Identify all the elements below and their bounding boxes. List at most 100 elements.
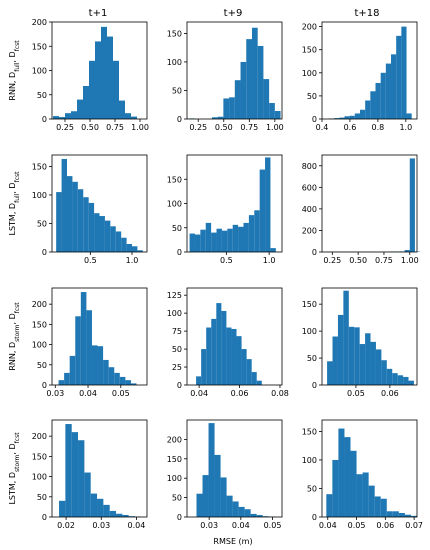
histogram-bar bbox=[77, 99, 83, 119]
histogram-bar bbox=[256, 380, 262, 385]
panel-r3-c1: 0.03 0.04 0.05 0 50 100 150 200 bbox=[167, 419, 283, 530]
histogram-bar bbox=[53, 116, 59, 119]
histogram-bar bbox=[71, 111, 77, 119]
histogram-bar bbox=[269, 103, 275, 119]
histogram-bar bbox=[334, 118, 340, 119]
histogram-bar bbox=[97, 498, 104, 517]
histogram-bar bbox=[119, 376, 126, 385]
histogram-bar bbox=[229, 97, 235, 119]
panel-r0-c2: 0.4 0.6 0.8 1.0 0 50 100 150 200 bbox=[302, 21, 418, 132]
histogram-bar bbox=[265, 157, 271, 252]
panel-r3-c2: 0.04 0.05 0.06 0.07 0 50 100 150 bbox=[302, 419, 423, 530]
histogram-bar bbox=[226, 495, 233, 517]
y-tick-label: 100 bbox=[302, 69, 317, 78]
x-tick-label: 0.50 bbox=[215, 123, 233, 132]
histogram-bar bbox=[78, 440, 85, 517]
x-tick-label: 0.4 bbox=[316, 123, 329, 132]
histogram-bar bbox=[404, 514, 411, 517]
histogram-bar bbox=[392, 373, 398, 385]
y-tick-label: 50 bbox=[307, 354, 317, 363]
x-tick-label: 0.04 bbox=[232, 521, 250, 530]
y-tick-label: 25 bbox=[172, 363, 182, 372]
x-tick-label: 0.05 bbox=[347, 389, 365, 398]
histogram-bar bbox=[107, 36, 113, 119]
histogram-bar bbox=[380, 72, 386, 119]
panel-r1-c0: 0.5 1.0 0 50 100 150 bbox=[32, 154, 148, 265]
histogram-bar bbox=[83, 197, 89, 252]
y-tick-label: 200 bbox=[302, 23, 317, 32]
histogram-bar bbox=[241, 349, 247, 385]
histogram-bar bbox=[214, 454, 221, 517]
axes-frame bbox=[186, 21, 283, 120]
histogram-bar bbox=[386, 368, 393, 385]
histogram-bar bbox=[375, 82, 381, 119]
x-tick-label: 0.05 bbox=[264, 521, 282, 530]
histogram-bar bbox=[381, 360, 387, 385]
histogram-bar bbox=[202, 475, 209, 517]
y-tick-label: 50 bbox=[172, 86, 182, 95]
histogram-bar bbox=[211, 318, 217, 385]
histogram-bar bbox=[108, 367, 115, 385]
x-axis-label: RMSE (m) bbox=[213, 537, 252, 546]
y-tick-label: 100 bbox=[302, 327, 317, 336]
y-tick-label: 150 bbox=[302, 427, 317, 436]
histogram-bar bbox=[251, 372, 257, 385]
x-tick-label: 1.00 bbox=[401, 256, 419, 265]
histogram-bar bbox=[94, 213, 100, 252]
histogram-bar bbox=[350, 450, 357, 517]
histogram-bar bbox=[71, 432, 79, 518]
x-tick-label: 1.0 bbox=[263, 256, 276, 265]
y-tick-label: 0 bbox=[42, 248, 47, 257]
panel-r1-c2: 0.25 0.50 0.75 1.00 0 200 400 600 800 bbox=[302, 154, 421, 265]
histogram-bar bbox=[392, 511, 399, 517]
y-tick-label: 50 bbox=[37, 91, 47, 100]
y-tick-label: 0 bbox=[312, 248, 317, 257]
histogram-bar bbox=[274, 111, 281, 119]
y-tick-label: 100 bbox=[167, 309, 182, 318]
histogram-bar bbox=[91, 345, 98, 385]
histogram-bar bbox=[339, 117, 345, 119]
histogram-bar bbox=[246, 39, 252, 120]
panel-r1-c1: 0.5 1.0 0 50 100 150 bbox=[167, 154, 283, 265]
x-tick-label: 0.06 bbox=[381, 389, 399, 398]
histogram-bar bbox=[398, 513, 405, 517]
histogram-bar bbox=[410, 515, 417, 517]
y-tick-label: 125 bbox=[167, 291, 182, 300]
histogram-bar bbox=[375, 349, 382, 385]
histogram-bar bbox=[256, 515, 263, 517]
y-tick-label: 50 bbox=[307, 484, 317, 493]
histogram-bar bbox=[338, 428, 345, 517]
histogram-bar bbox=[99, 216, 105, 252]
histogram-bar bbox=[337, 314, 344, 385]
panel-r2-c2: 0.05 0.06 0 50 100 150 bbox=[302, 287, 418, 398]
histogram-bar bbox=[270, 248, 276, 252]
histogram-bar bbox=[406, 113, 412, 119]
histogram-bar bbox=[243, 222, 249, 252]
histogram-bar bbox=[374, 496, 381, 517]
panel-r0-c1: 0.25 0.50 0.75 1.00 0 50 100 150 bbox=[167, 21, 284, 132]
x-tick-label: 0.02 bbox=[57, 521, 75, 530]
row-label-3: LSTM, Dstorm, Dfcst bbox=[8, 432, 21, 505]
histogram-bar bbox=[403, 376, 409, 385]
y-tick-label: 0 bbox=[177, 513, 182, 522]
x-tick-label: 0.04 bbox=[128, 521, 146, 530]
histogram-bar bbox=[80, 292, 87, 385]
panel-r2-c0: 0.03 0.04 0.05 0 50 100 150 200 bbox=[32, 287, 148, 398]
y-tick-label: 50 bbox=[37, 219, 47, 228]
y-tick-label: 150 bbox=[32, 162, 47, 171]
histogram-bar bbox=[125, 380, 131, 385]
y-tick-label: 150 bbox=[167, 29, 182, 38]
x-tick-label: 0.75 bbox=[240, 123, 258, 132]
x-tick-label: 0.6 bbox=[344, 123, 357, 132]
y-tick-label: 100 bbox=[167, 474, 182, 483]
row-label-1: LSTM, Dfull, Dfcst bbox=[8, 171, 21, 236]
histogram-bar bbox=[349, 115, 355, 119]
histogram-bar bbox=[217, 116, 224, 119]
x-tick-label: 0.75 bbox=[375, 256, 393, 265]
x-tick-label: 0.03 bbox=[200, 521, 218, 530]
histogram-bar bbox=[95, 41, 101, 119]
histogram-bar bbox=[370, 341, 376, 385]
histogram-bar bbox=[109, 510, 117, 517]
histogram-bar bbox=[67, 176, 73, 252]
histogram-bar bbox=[116, 513, 123, 517]
